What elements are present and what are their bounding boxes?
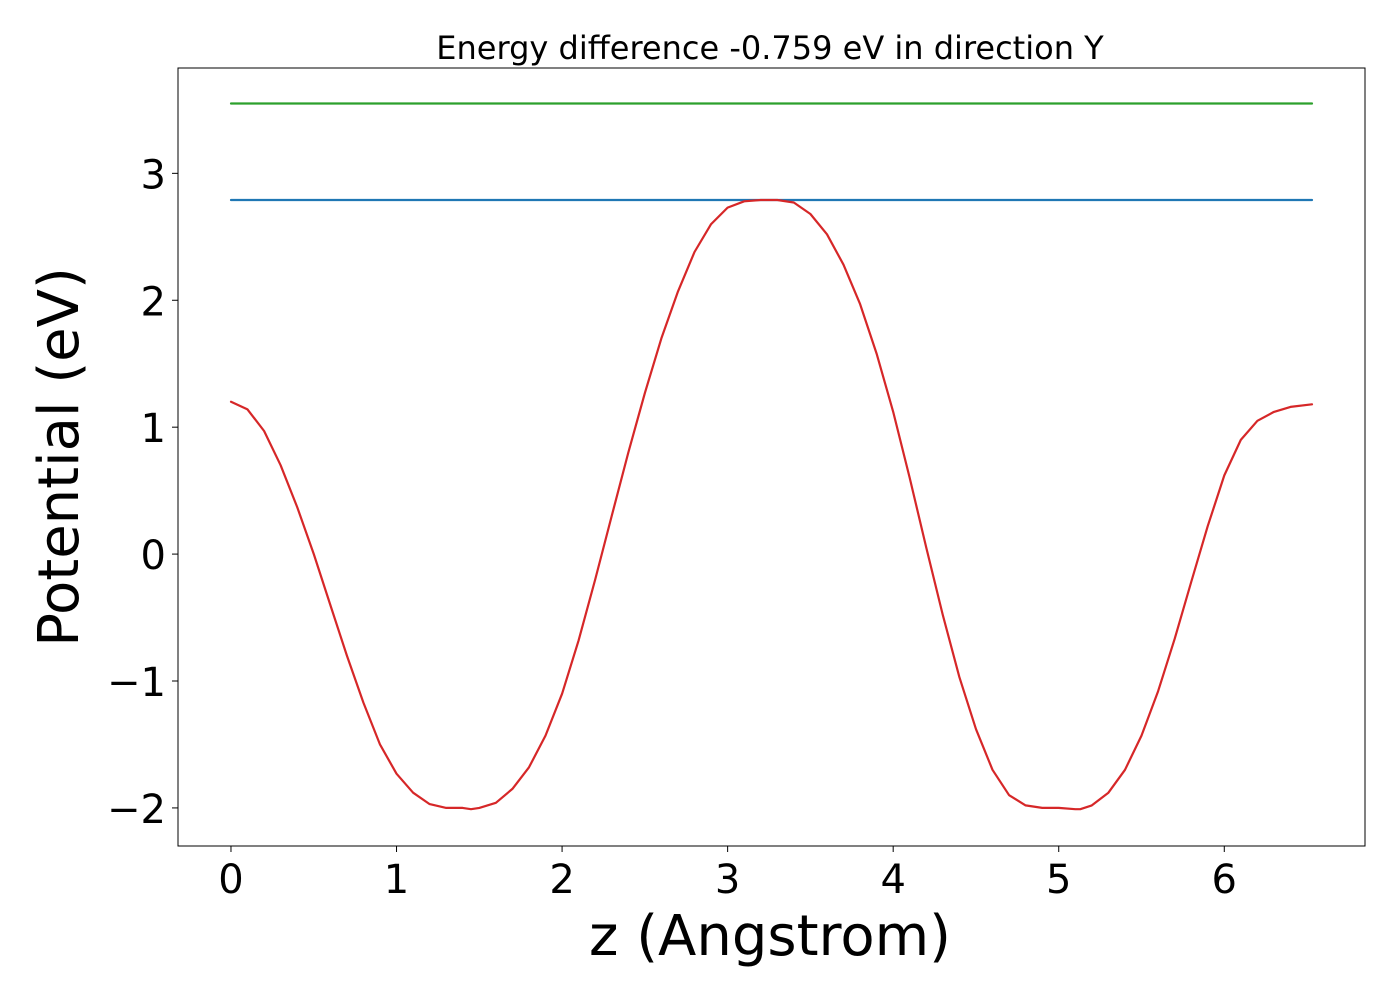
x-tick-label: 2	[549, 857, 574, 903]
y-tick-label: −1	[107, 660, 166, 706]
y-tick-label: 2	[141, 279, 166, 325]
y-axis-ticks: −2 −1 0 1 2 3	[107, 152, 178, 833]
y-tick-label: 3	[141, 152, 166, 198]
x-axis-ticks: 0 1 2 3 4 5 6	[218, 846, 1237, 903]
y-axis-label: Potential (eV)	[27, 267, 92, 647]
x-tick-label: 3	[715, 857, 740, 903]
x-axis-label: z (Angstrom)	[589, 904, 951, 969]
x-tick-label: 6	[1212, 857, 1237, 903]
series-layer	[229, 102, 1314, 811]
x-tick-label: 1	[384, 857, 409, 903]
y-tick-label: 1	[141, 406, 166, 452]
y-tick-label: −2	[107, 787, 166, 833]
potential-curve	[229, 198, 1314, 811]
x-tick-label: 5	[1046, 857, 1071, 903]
chart-title: Energy difference -0.759 eV in direction…	[436, 29, 1104, 67]
y-tick-label: 0	[141, 533, 166, 579]
x-tick-label: 4	[880, 857, 905, 903]
x-tick-label: 0	[218, 857, 243, 903]
plot-area-frame	[177, 67, 1366, 847]
